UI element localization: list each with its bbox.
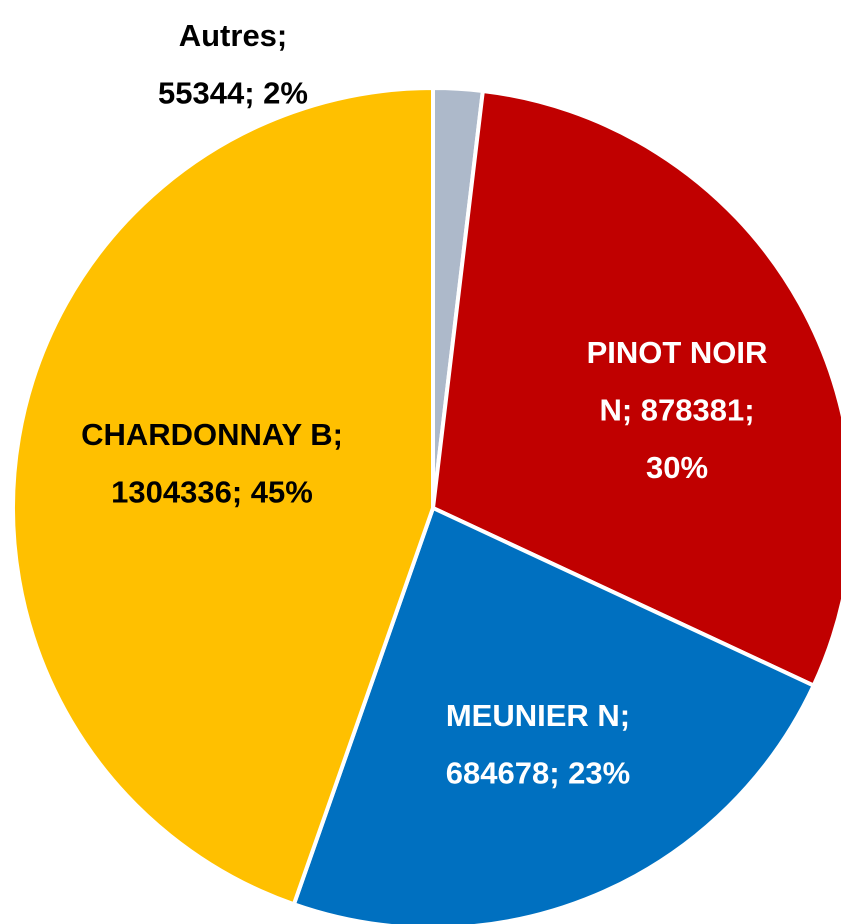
data-label: MEUNIER N; — [446, 698, 630, 733]
data-label: N; 878381; — [599, 393, 754, 428]
pie-slice — [11, 85, 435, 907]
data-label: Autres; — [179, 18, 288, 53]
data-label: CHARDONNAY B; — [81, 417, 343, 452]
data-label: 1304336; 45% — [111, 475, 313, 510]
data-label: 30% — [646, 450, 708, 485]
data-label: 55344; 2% — [158, 76, 308, 111]
data-label: PINOT NOIR — [587, 335, 768, 370]
data-label: 684678; 23% — [446, 756, 630, 791]
pie-slice — [430, 88, 841, 689]
